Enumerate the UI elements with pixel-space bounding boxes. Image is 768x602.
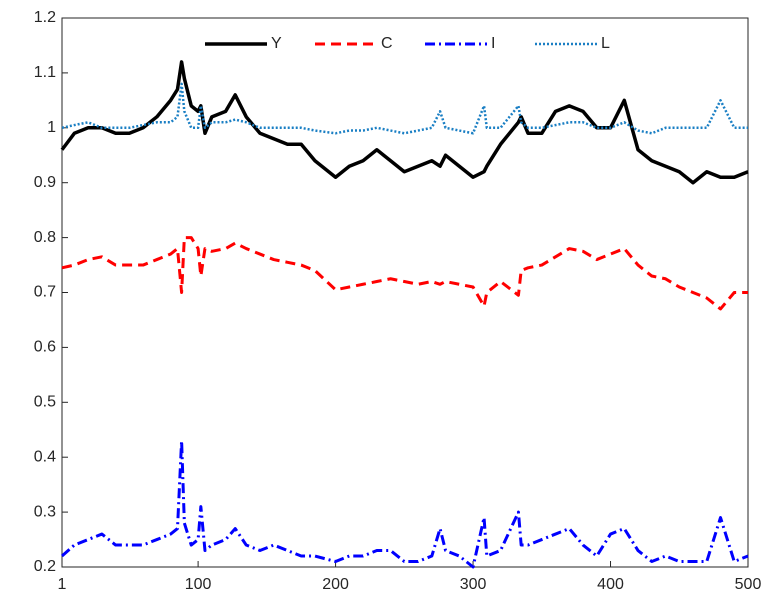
series-line	[61, 236, 748, 311]
y-tick-label: 0.8	[34, 229, 56, 246]
y-tick-label: 0.2	[34, 558, 56, 575]
y-tick-label: 1.2	[34, 9, 56, 26]
y-tick-label: 0.9	[34, 174, 56, 191]
y-tick-label: 0.5	[34, 394, 56, 411]
x-tick-label: 400	[597, 576, 624, 593]
legend-label: C	[381, 35, 393, 52]
y-tick-label: 1	[47, 119, 56, 136]
legend-label: L	[601, 35, 610, 52]
x-tick-label: 200	[322, 576, 349, 593]
y-tick-label: 0.3	[34, 503, 56, 520]
y-tick-label: 0.4	[34, 448, 56, 465]
plot-frame	[61, 17, 749, 568]
series-line	[60, 60, 749, 185]
x-tick-label: 300	[460, 576, 487, 593]
legend-label: I	[491, 35, 495, 52]
series-line	[61, 82, 748, 135]
series-line	[61, 439, 749, 569]
x-tick-label: 1	[58, 576, 67, 593]
y-tick-label: 1.1	[34, 64, 56, 81]
x-tick-label: 500	[735, 576, 762, 593]
y-tick-label: 0.7	[34, 284, 56, 301]
x-tick-label: 100	[185, 576, 212, 593]
y-tick-label: 0.6	[34, 339, 56, 356]
legend-label: Y	[271, 35, 282, 52]
